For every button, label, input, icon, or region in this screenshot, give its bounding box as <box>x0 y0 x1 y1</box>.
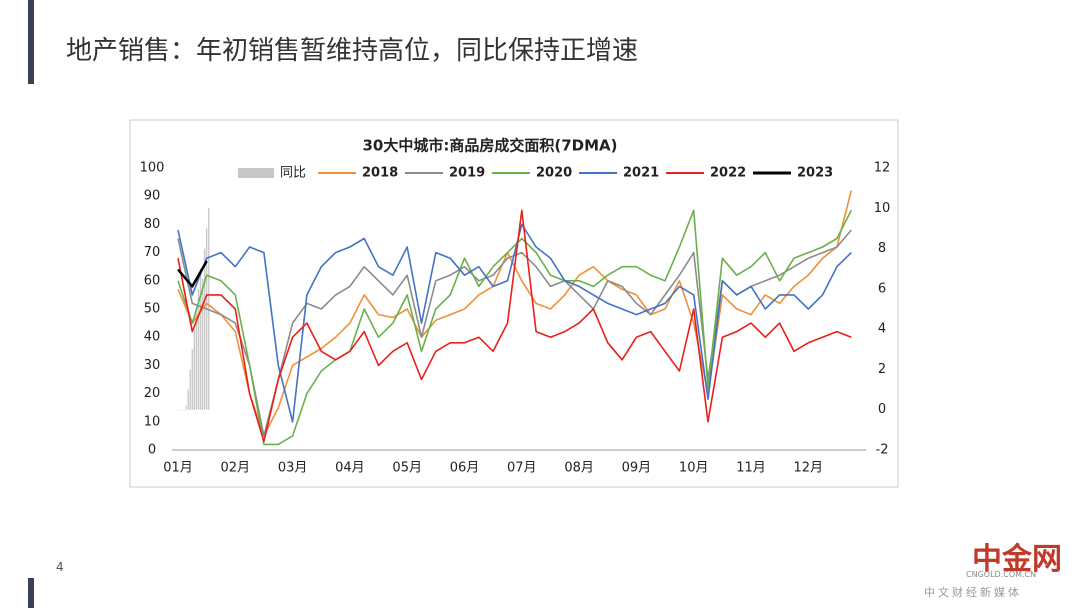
yoy-bar <box>179 409 181 411</box>
yoy-bar <box>195 309 198 410</box>
yoy-bar <box>203 248 206 410</box>
series-line <box>177 209 852 443</box>
watermark-slogan: 中文财经新媒体 <box>924 586 1022 599</box>
legend-label: 2019 <box>449 166 485 181</box>
y-tick-label: 80 <box>144 217 161 232</box>
yoy-bar <box>201 278 204 410</box>
yoy-bar <box>187 389 189 410</box>
yoy-bar <box>185 405 187 410</box>
y2-tick-label: 10 <box>874 201 891 216</box>
x-tick-label: 05月 <box>392 461 422 476</box>
y2-tick-label: -2 <box>876 443 889 458</box>
accent-bar <box>28 578 34 608</box>
page-number: 4 <box>56 560 64 574</box>
y-tick-label: 0 <box>148 443 156 458</box>
yoy-bar <box>197 288 200 410</box>
yoy-bar <box>183 409 185 411</box>
y-tick-label: 20 <box>144 386 161 401</box>
watermark-site: CNGOLD.COM.CN <box>966 570 1037 579</box>
y2-tick-label: 2 <box>878 362 886 377</box>
y-tick-label: 30 <box>144 358 161 373</box>
y2-tick-label: 0 <box>878 402 886 417</box>
yoy-bar <box>193 329 196 410</box>
y-tick-label: 100 <box>140 161 165 176</box>
legend-label: 2020 <box>536 166 572 181</box>
legend-label: 2021 <box>623 166 659 181</box>
x-tick-label: 03月 <box>278 461 308 476</box>
x-tick-label: 09月 <box>622 461 652 476</box>
legend-label: 2018 <box>362 166 398 181</box>
x-tick-label: 12月 <box>794 461 824 476</box>
series-line <box>177 260 208 288</box>
y-tick-label: 60 <box>144 273 161 288</box>
yoy-bar <box>205 228 208 410</box>
y2-tick-label: 8 <box>878 241 886 256</box>
watermark-brand: 中金网 <box>972 542 1062 577</box>
y-tick-label: 70 <box>144 245 161 260</box>
yoy-bar <box>181 409 183 411</box>
y2-tick-label: 4 <box>878 322 886 337</box>
y-tick-label: 40 <box>144 330 161 345</box>
x-tick-label: 02月 <box>221 461 251 476</box>
x-tick-label: 04月 <box>335 461 365 476</box>
y2-tick-label: 12 <box>874 161 891 176</box>
accent-bar <box>28 0 34 84</box>
yoy-bar <box>199 268 202 410</box>
yoy-bar <box>189 369 191 410</box>
slide-title: 地产销售：年初销售暂维持高位，同比保持正增速 <box>66 36 639 66</box>
legend-swatch <box>238 168 274 178</box>
legend-label: 同比 <box>280 166 306 181</box>
x-tick-label: 08月 <box>564 461 594 476</box>
yoy-bar <box>191 349 194 410</box>
y-tick-label: 50 <box>144 302 161 317</box>
x-tick-label: 01月 <box>163 461 193 476</box>
series-line <box>177 209 853 446</box>
chart-title: 30大中城市:商品房成交面积(7DMA) <box>362 137 617 155</box>
x-tick-label: 11月 <box>736 461 766 476</box>
series-line <box>177 223 852 423</box>
x-tick-label: 06月 <box>450 461 480 476</box>
x-tick-label: 07月 <box>507 461 537 476</box>
y-tick-label: 90 <box>144 189 161 204</box>
y-tick-label: 10 <box>144 414 161 429</box>
yoy-bar <box>177 409 179 411</box>
y2-tick-label: 6 <box>878 281 886 296</box>
x-tick-label: 10月 <box>679 461 709 476</box>
legend-label: 2023 <box>797 166 833 181</box>
legend-label: 2022 <box>710 166 746 181</box>
